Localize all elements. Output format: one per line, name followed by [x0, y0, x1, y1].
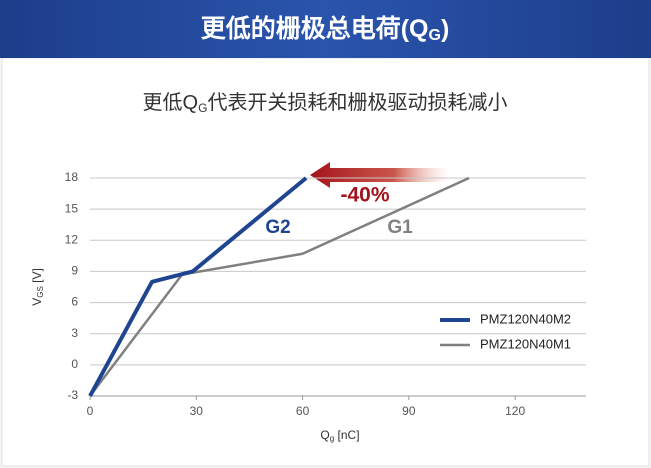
xlabel-tail: [nC] [334, 428, 359, 442]
x-tick-label: 90 [402, 404, 416, 418]
x-axis-label: Qg [nC] [320, 428, 359, 443]
y-tick-label: 12 [65, 232, 79, 246]
annotation: -40% [340, 184, 389, 207]
y-tick-label: 0 [71, 357, 78, 371]
y-tick-label: 18 [65, 170, 79, 184]
y-tick-label: 3 [71, 326, 78, 340]
y-tick-label: 15 [65, 201, 79, 215]
x-tick-label: 120 [505, 404, 525, 418]
title-text: 更低的栅极总电荷(Q [201, 14, 429, 43]
annotation: G1 [387, 217, 413, 238]
legend-label: PMZ120N40M1 [480, 336, 571, 351]
subtitle-tail: 代表开关损耗和栅极驱动损耗减小 [207, 91, 507, 114]
y-axis-label: VGS [V] [30, 268, 45, 306]
series-line [89, 176, 470, 397]
ylabel-text: V [30, 298, 44, 306]
title-tail: ) [441, 15, 449, 43]
panel [1, 57, 650, 467]
xlabel-text: Q [320, 428, 329, 442]
series-line [88, 176, 308, 397]
x-tick-label: 0 [87, 404, 94, 418]
chart-title: 更低的栅极总电荷(QG) [201, 14, 450, 45]
y-tick-label: 6 [71, 295, 78, 309]
x-tick-label: 60 [296, 404, 310, 418]
reduction-arrow [310, 162, 450, 188]
y-tick-label: 9 [71, 264, 78, 278]
xlabel-sub: g [330, 434, 334, 443]
header [0, 0, 651, 58]
chart-subtitle: 更低QG代表开关损耗和栅极驱动损耗减小 [143, 91, 508, 115]
subtitle-sub: G [198, 101, 207, 115]
legend-label: PMZ120N40M2 [480, 311, 571, 326]
y-tick-label: -3 [67, 388, 78, 402]
ylabel-sub: GS [36, 286, 45, 298]
annotation: G2 [265, 217, 290, 238]
subtitle-text: 更低Q [143, 91, 199, 114]
title-sub: G [429, 27, 441, 44]
ylabel-tail: [V] [30, 268, 44, 286]
x-tick-label: 30 [190, 404, 204, 418]
